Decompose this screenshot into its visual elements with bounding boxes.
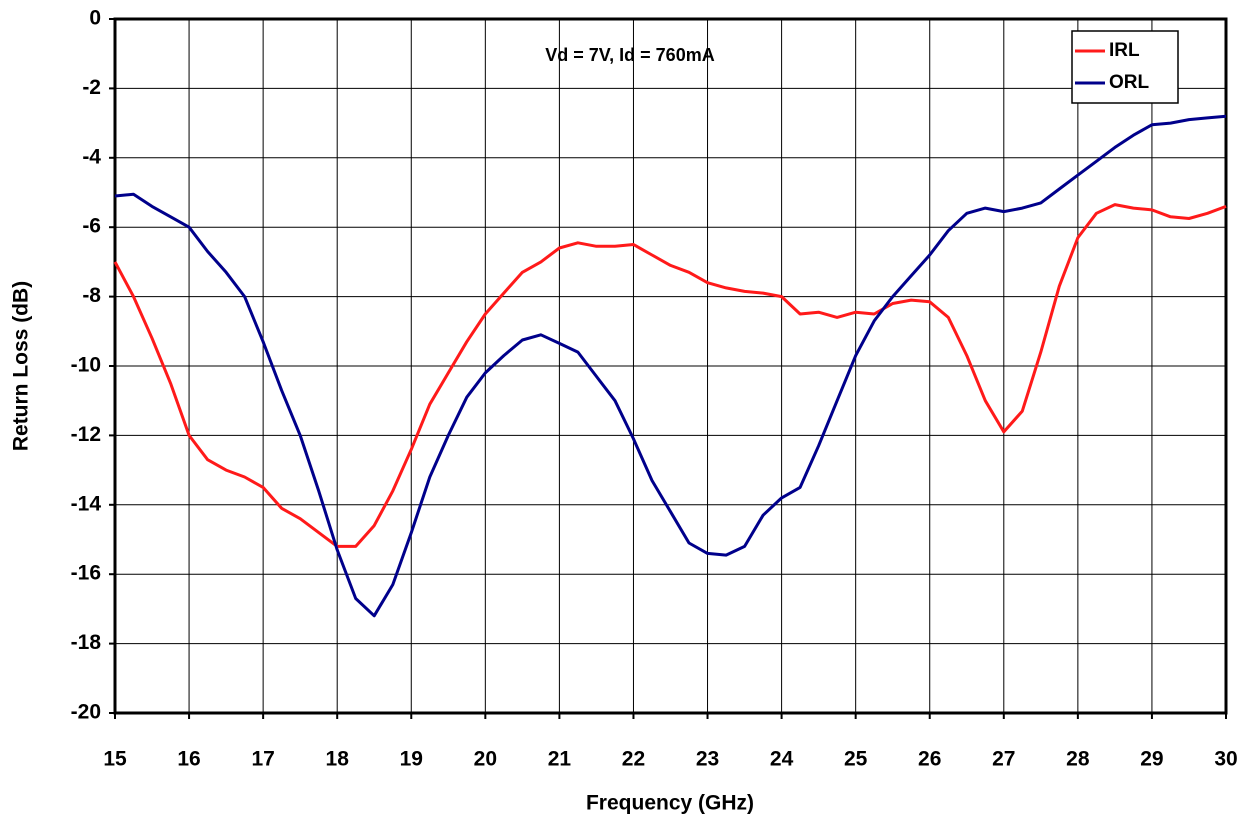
annotation: Vd = 7V, Id = 760mA — [545, 45, 714, 65]
data-line — [113, 203, 1227, 548]
x-tick-label: 22 — [622, 748, 645, 771]
y-tick-label: -12 — [71, 423, 101, 446]
y-tick-label: -4 — [82, 145, 101, 168]
y-tick-label: -18 — [71, 631, 102, 654]
data-line — [114, 114, 1227, 618]
x-tick-label: 30 — [1214, 748, 1237, 771]
x-tick-label: 16 — [177, 748, 200, 771]
x-tick-label: 19 — [400, 748, 423, 771]
x-tick-label: 23 — [696, 748, 719, 771]
x-tick-label: 28 — [1066, 748, 1090, 771]
x-tick-label: 17 — [251, 748, 274, 771]
y-tick-label: -8 — [82, 284, 101, 307]
x-tick-label: 29 — [1140, 748, 1163, 771]
x-axis-label: Frequency (GHz) — [586, 792, 754, 815]
x-tick-label: 24 — [770, 748, 794, 771]
y-tick-label: -14 — [71, 492, 102, 515]
y-tick-label: -16 — [71, 562, 101, 585]
legend-label: ORL — [1109, 72, 1150, 93]
legend-label: IRL — [1109, 40, 1140, 61]
y-tick-label: -2 — [82, 76, 101, 99]
y-axis-label: Return Loss (dB) — [10, 281, 33, 451]
plot-frame — [113, 17, 1228, 715]
y-tick-label: -20 — [71, 701, 101, 724]
y-tick-label: -10 — [71, 354, 101, 377]
x-tick-label: 15 — [103, 748, 127, 771]
legend-box — [1071, 30, 1179, 104]
y-tick-label: -6 — [82, 215, 101, 238]
y-tick-label: 0 — [89, 7, 101, 30]
x-tick-label: 21 — [548, 748, 572, 771]
x-tick-label: 27 — [992, 748, 1015, 771]
x-tick-label: 25 — [844, 748, 868, 771]
x-tick-label: 18 — [326, 748, 350, 771]
x-tick-label: 20 — [474, 748, 497, 771]
x-tick-label: 26 — [918, 748, 941, 771]
